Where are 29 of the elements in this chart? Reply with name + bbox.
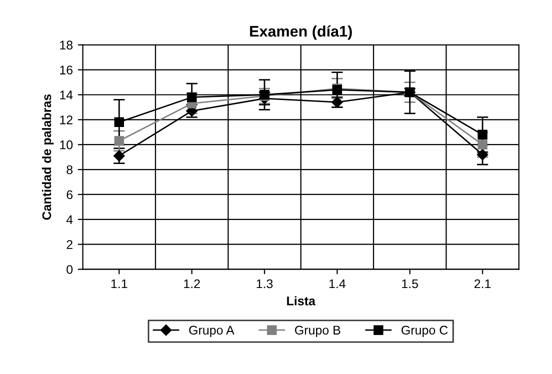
y-axis-title: Cantidad de palabras bbox=[42, 94, 54, 220]
y-tick-label: 12 bbox=[60, 115, 72, 124]
y-tick-label: 4 bbox=[66, 215, 73, 224]
y-tick-label: 14 bbox=[60, 90, 73, 100]
y-tick-label: 10 bbox=[60, 140, 73, 150]
y-tick-label: 18 bbox=[60, 40, 73, 50]
point bbox=[476, 148, 488, 160]
point bbox=[478, 140, 488, 150]
legend-label: Grupo C bbox=[402, 326, 448, 338]
y-tick-label: 16 bbox=[60, 66, 73, 74]
point bbox=[114, 136, 124, 146]
legend-label: Grupo A bbox=[189, 326, 234, 338]
x-tick-label: 1.1 bbox=[111, 279, 128, 288]
y-tick-label: 8 bbox=[66, 165, 73, 174]
x-tick-label: 1.2 bbox=[184, 279, 200, 288]
legend-label: Grupo B bbox=[295, 326, 340, 338]
x-tick-label: 1.3 bbox=[256, 279, 273, 288]
y-tick-label: 6 bbox=[66, 190, 73, 200]
point bbox=[114, 150, 125, 162]
y-tick-label: 0 bbox=[66, 265, 73, 274]
x-tick-label: 1.5 bbox=[402, 279, 418, 288]
x-tick-label: 1.4 bbox=[329, 279, 346, 288]
point bbox=[186, 92, 197, 102]
point bbox=[114, 117, 124, 128]
y-tick-label: 2 bbox=[66, 240, 72, 249]
point bbox=[478, 130, 488, 140]
x-axis-title: Lista bbox=[287, 296, 316, 306]
x-tick-label: 2.1 bbox=[474, 279, 491, 288]
chart-title: Examen (día1) bbox=[250, 25, 352, 40]
